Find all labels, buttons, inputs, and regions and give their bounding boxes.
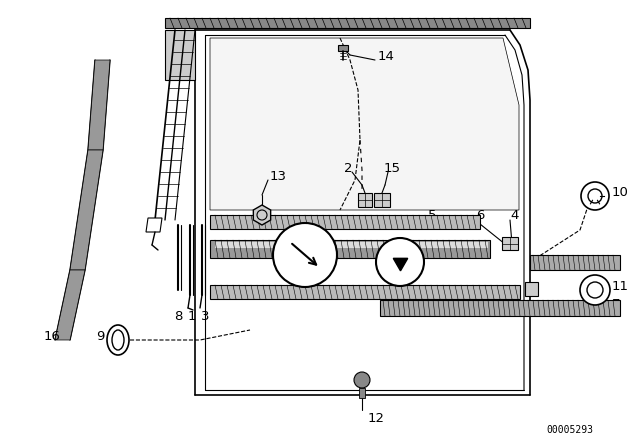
Ellipse shape [107,325,129,355]
Text: 3: 3 [201,310,209,323]
Text: 8: 8 [174,310,182,323]
Text: 1: 1 [188,310,196,323]
Polygon shape [380,300,620,316]
Text: 5: 5 [428,208,436,221]
Polygon shape [146,218,162,232]
Polygon shape [210,215,480,229]
Polygon shape [88,60,110,150]
Circle shape [354,372,370,388]
Polygon shape [210,285,520,299]
Text: 7: 7 [612,297,621,310]
Text: 6: 6 [476,208,484,221]
Polygon shape [70,150,103,270]
Circle shape [273,223,337,287]
Polygon shape [165,18,530,28]
Text: 10: 10 [612,185,629,198]
Text: 9: 9 [96,329,104,343]
Text: 16: 16 [44,330,60,343]
Text: 12: 12 [368,412,385,425]
Polygon shape [530,255,620,270]
Text: 11: 11 [612,280,629,293]
Polygon shape [338,45,348,51]
Polygon shape [215,242,488,248]
Text: 15: 15 [384,161,401,175]
Polygon shape [55,270,85,340]
Polygon shape [525,282,538,296]
Text: 2: 2 [344,161,352,175]
Polygon shape [374,193,390,207]
Polygon shape [253,205,271,225]
Polygon shape [165,30,195,80]
Polygon shape [502,237,518,250]
Text: 14: 14 [378,49,395,63]
Polygon shape [358,193,372,207]
Text: 13: 13 [270,169,287,182]
Polygon shape [210,38,519,210]
Circle shape [581,182,609,210]
Text: 4: 4 [511,208,519,221]
Text: 00005293: 00005293 [547,425,593,435]
Polygon shape [210,240,490,258]
Circle shape [580,275,610,305]
Polygon shape [359,388,365,398]
Circle shape [376,238,424,286]
